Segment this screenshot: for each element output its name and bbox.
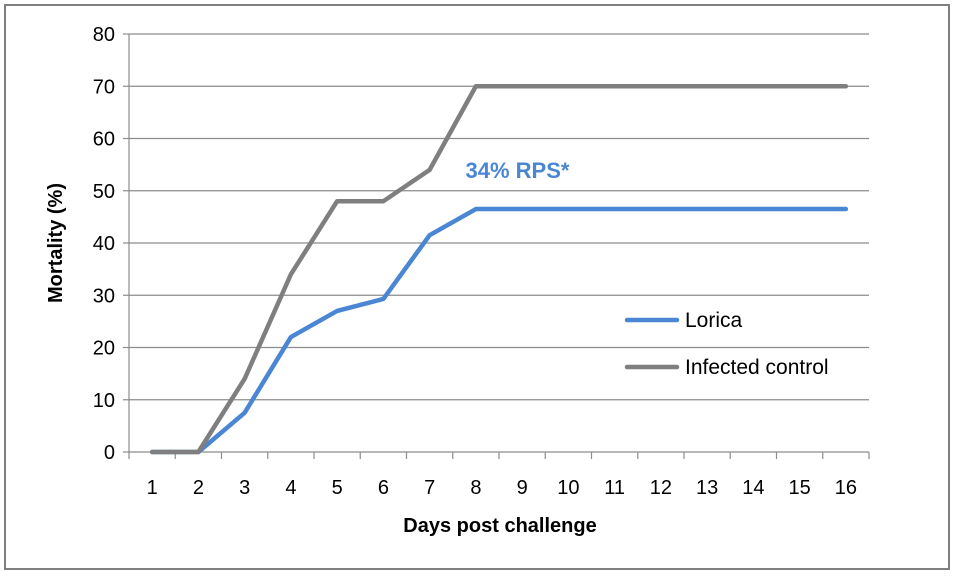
x-tick-label-7: 7 xyxy=(424,477,435,499)
y-tick-label-30: 30 xyxy=(93,285,115,307)
series-line-lorica xyxy=(149,206,849,455)
x-tick-label-13: 13 xyxy=(696,477,718,499)
x-tick-label-14: 14 xyxy=(742,477,764,499)
x-tick-label-3: 3 xyxy=(239,477,250,499)
y-axis-title: Mortality (%) xyxy=(45,183,67,303)
x-tick-label-10: 10 xyxy=(557,477,579,499)
x-axis-title: Days post challenge xyxy=(403,515,596,537)
y-tick-label-60: 60 xyxy=(93,129,115,151)
chart-frame xyxy=(4,4,950,570)
y-tick-label-20: 20 xyxy=(93,338,115,360)
x-tick-label-1: 1 xyxy=(147,477,158,499)
y-tick-label-70: 70 xyxy=(93,76,115,98)
y-tick-label-80: 80 xyxy=(93,24,115,46)
x-tick-labels: 1 2 3 4 5 6 7 8 9 10 11 12 13 14 15 16 xyxy=(147,477,857,499)
x-tick-label-6: 6 xyxy=(378,477,389,499)
x-tick-label-12: 12 xyxy=(650,477,672,499)
x-tick-label-8: 8 xyxy=(470,477,481,499)
y-tick-label-40: 40 xyxy=(93,233,115,255)
x-tick-label-15: 15 xyxy=(789,477,811,499)
legend-label-lorica: Lorica xyxy=(685,309,743,332)
legend-label-infected-control: Infected control xyxy=(685,356,829,379)
y-tick-label-10: 10 xyxy=(93,390,115,412)
y-tick-label-0: 0 xyxy=(104,442,115,464)
x-tick-label-4: 4 xyxy=(285,477,296,499)
y-tick-label-50: 50 xyxy=(93,181,115,203)
x-tick-label-11: 11 xyxy=(604,477,625,499)
rps-annotation: 34% RPS* xyxy=(466,158,570,183)
gridlines xyxy=(129,33,869,401)
x-tick-label-2: 2 xyxy=(193,477,204,499)
series-lines xyxy=(149,84,849,455)
legend: Lorica Infected control xyxy=(624,309,829,379)
y-tick-labels: 0 10 20 30 40 50 60 70 80 xyxy=(93,24,115,464)
x-tick-label-16: 16 xyxy=(835,477,857,499)
x-tick-label-9: 9 xyxy=(517,477,528,499)
x-tick-label-5: 5 xyxy=(332,477,343,499)
series-line-infected-control xyxy=(149,84,849,455)
